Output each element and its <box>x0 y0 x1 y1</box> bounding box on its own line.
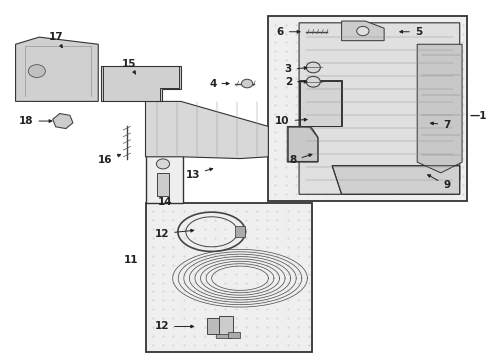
Polygon shape <box>341 21 384 41</box>
Polygon shape <box>286 126 317 162</box>
Polygon shape <box>416 44 461 173</box>
Polygon shape <box>299 80 341 126</box>
Circle shape <box>241 79 252 88</box>
Text: 7: 7 <box>429 120 449 130</box>
Bar <box>268 16 466 202</box>
Text: 14: 14 <box>157 197 172 207</box>
Polygon shape <box>216 334 230 338</box>
Text: 12: 12 <box>154 229 193 239</box>
Bar <box>145 153 183 203</box>
Text: 2: 2 <box>284 77 306 87</box>
Polygon shape <box>235 226 244 237</box>
Polygon shape <box>206 318 218 334</box>
Text: 5: 5 <box>399 27 421 37</box>
Text: 17: 17 <box>48 32 63 48</box>
Polygon shape <box>16 37 98 102</box>
Text: 16: 16 <box>98 154 121 165</box>
Text: 15: 15 <box>122 59 136 74</box>
Bar <box>145 203 312 352</box>
Polygon shape <box>228 332 240 338</box>
Polygon shape <box>331 166 459 194</box>
Circle shape <box>305 76 320 87</box>
Polygon shape <box>218 316 232 337</box>
Text: 3: 3 <box>284 64 306 74</box>
Circle shape <box>156 159 169 169</box>
Text: 6: 6 <box>276 27 299 37</box>
Text: 4: 4 <box>208 78 228 89</box>
Polygon shape <box>101 66 181 102</box>
Text: 8: 8 <box>289 154 311 165</box>
Text: 13: 13 <box>185 168 212 180</box>
Text: 10: 10 <box>275 116 306 126</box>
Text: 11: 11 <box>123 255 138 265</box>
Circle shape <box>356 26 368 36</box>
Text: 9: 9 <box>427 175 449 190</box>
Polygon shape <box>299 23 459 194</box>
Circle shape <box>305 62 320 73</box>
Circle shape <box>28 64 45 77</box>
Text: 12: 12 <box>154 321 193 332</box>
Text: 18: 18 <box>19 116 52 126</box>
Polygon shape <box>145 102 268 158</box>
Text: —1: —1 <box>468 111 486 121</box>
Polygon shape <box>157 173 169 196</box>
